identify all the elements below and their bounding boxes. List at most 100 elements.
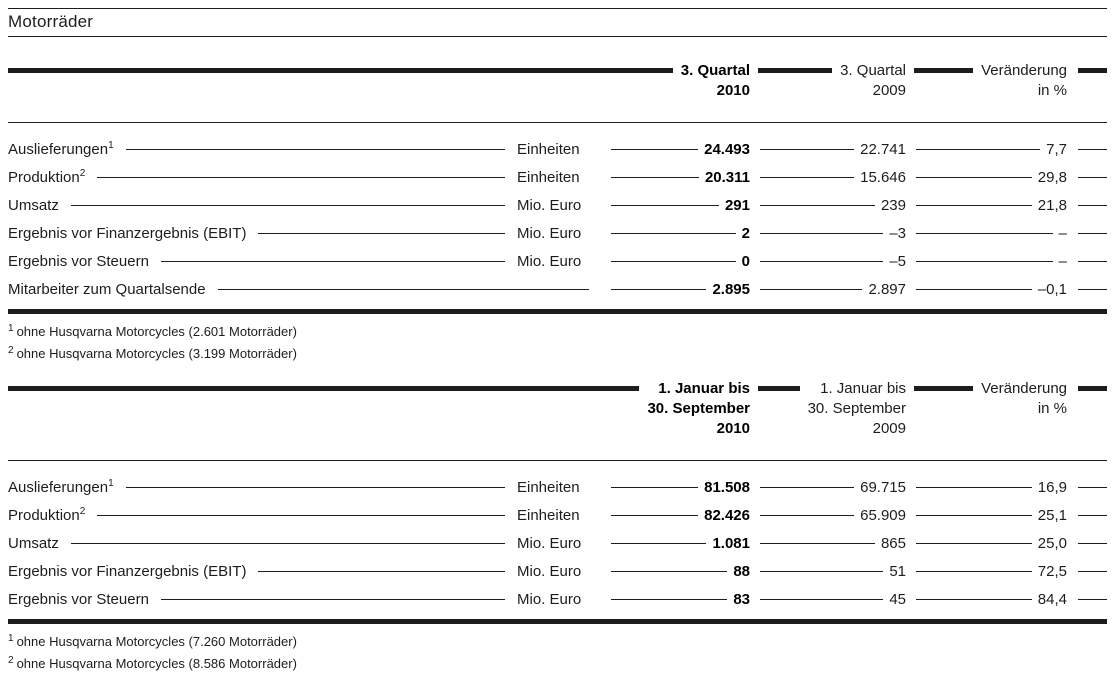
value-current: 20.311 <box>704 168 750 186</box>
value-change: 16,9 <box>1037 478 1067 496</box>
value-current: 0 <box>741 252 750 270</box>
leader-line-end <box>1078 542 1107 544</box>
value-current: 2 <box>741 224 750 242</box>
leader-line <box>760 260 884 262</box>
leader-line <box>97 514 505 516</box>
table-header: 3. Quartal 2010 3. Quartal 2009 Veränder… <box>8 61 1107 123</box>
value-change: 21,8 <box>1037 196 1067 214</box>
column-header-line: 30. September <box>647 400 750 417</box>
leader-line <box>611 542 707 544</box>
leader-line <box>611 232 736 234</box>
leader-line <box>611 486 699 488</box>
leader-line-end <box>1078 260 1107 262</box>
row-unit: Mio. Euro <box>517 252 582 270</box>
leader-line <box>760 204 875 206</box>
row-label: Ergebnis vor Finanzergebnis (EBIT) <box>8 562 247 580</box>
leader-line <box>760 598 884 600</box>
table-row: Ergebnis vor Finanzergebnis (EBIT) Mio. … <box>8 219 1107 247</box>
value-change: 84,4 <box>1037 590 1067 608</box>
header-rule <box>914 68 974 73</box>
value-prior: 65.909 <box>860 506 906 524</box>
value-change: – <box>1058 224 1067 242</box>
leader-line-end <box>1078 486 1107 488</box>
column-header-change: Veränderung in % <box>981 61 1067 101</box>
leader-line <box>760 232 884 234</box>
footnote-ref: 1 <box>108 477 114 489</box>
value-prior: 239 <box>880 196 906 214</box>
table-row: Produktion2 Einheiten 20.311 15.646 29,8 <box>8 163 1107 191</box>
leader-line <box>217 288 589 290</box>
column-header-line: 2010 <box>716 82 750 99</box>
row-label: Mitarbeiter zum Quartalsende <box>8 280 206 298</box>
row-label: Ergebnis vor Steuern <box>8 590 149 608</box>
column-header-line: 2009 <box>872 82 906 99</box>
column-header-line: in % <box>1037 82 1067 99</box>
header-rule <box>758 386 800 391</box>
title-bar: Motorräder <box>8 8 1107 37</box>
column-header-line: 1. Januar bis <box>820 380 906 397</box>
leader-line <box>916 570 1032 572</box>
footnote-marker: 2 <box>8 654 14 666</box>
leader-line <box>611 204 719 206</box>
table-row: Umsatz Mio. Euro 291 239 21,8 <box>8 191 1107 219</box>
row-unit: Mio. Euro <box>517 562 582 580</box>
table-row: Auslieferungen1 Einheiten 24.493 22.741 … <box>8 135 1107 163</box>
leader-line <box>916 232 1053 234</box>
leader-line-end <box>1078 232 1107 234</box>
row-label: Auslieferungen1 <box>8 477 114 496</box>
leader-line <box>916 176 1032 178</box>
value-change: – <box>1058 252 1067 270</box>
column-header-prior: 3. Quartal 2009 <box>840 61 906 101</box>
footnote: 1 ohne Husqvarna Motorcycles (7.260 Motor… <box>8 631 1107 653</box>
table-row: Ergebnis vor Finanzergebnis (EBIT) Mio. … <box>8 557 1107 585</box>
leader-line <box>611 176 699 178</box>
footnote-ref: 1 <box>108 139 114 151</box>
footnote-text: ohne Husqvarna Motorcycles (3.199 Motorr… <box>16 346 297 361</box>
table-row: Produktion2 Einheiten 82.426 65.909 25,1 <box>8 501 1107 529</box>
header-rule <box>8 386 640 391</box>
header-rule-end <box>1078 68 1107 73</box>
leader-line <box>760 176 855 178</box>
table-row: Ergebnis vor Steuern Mio. Euro 0 –5 – <box>8 247 1107 275</box>
leader-line <box>916 288 1032 290</box>
leader-line <box>611 260 736 262</box>
footnote-ref: 2 <box>79 505 86 517</box>
header-rule <box>914 386 974 391</box>
value-prior: 69.715 <box>860 478 906 496</box>
leader-line <box>70 204 505 206</box>
value-current: 24.493 <box>704 140 750 158</box>
leader-line <box>916 260 1053 262</box>
leader-line-end <box>1078 176 1107 178</box>
value-prior: 45 <box>889 590 906 608</box>
leader-line <box>760 486 855 488</box>
leader-line <box>611 288 707 290</box>
leader-line <box>760 570 884 572</box>
column-header-line: 30. September <box>807 400 906 417</box>
row-label: Auslieferungen1 <box>8 139 114 158</box>
value-current: 1.081 <box>712 534 750 552</box>
header-rule <box>758 68 833 73</box>
value-current: 81.508 <box>704 478 750 496</box>
row-label: Produktion2 <box>8 505 86 524</box>
value-current: 88 <box>733 562 750 580</box>
column-header-line: 2009 <box>872 420 906 437</box>
footnotes: 1 ohne Husqvarna Motorcycles (2.601 Motor… <box>8 314 1107 365</box>
leader-line <box>258 232 505 234</box>
leader-line <box>611 148 699 150</box>
row-label: Umsatz <box>8 534 59 552</box>
row-unit: Einheiten <box>517 506 580 524</box>
value-current: 2.895 <box>712 280 750 298</box>
leader-line <box>916 204 1032 206</box>
leader-line <box>611 514 699 516</box>
table-row: Umsatz Mio. Euro 1.081 865 25,0 <box>8 529 1107 557</box>
leader-line-end <box>1078 148 1107 150</box>
header-rule-end <box>1078 386 1107 391</box>
value-change: 72,5 <box>1037 562 1067 580</box>
leader-line-end <box>1078 204 1107 206</box>
leader-line <box>916 486 1032 488</box>
leader-line <box>760 288 863 290</box>
leader-line-end <box>1078 288 1107 290</box>
table-bottom-rule <box>8 309 1107 314</box>
leader-line <box>916 148 1041 150</box>
